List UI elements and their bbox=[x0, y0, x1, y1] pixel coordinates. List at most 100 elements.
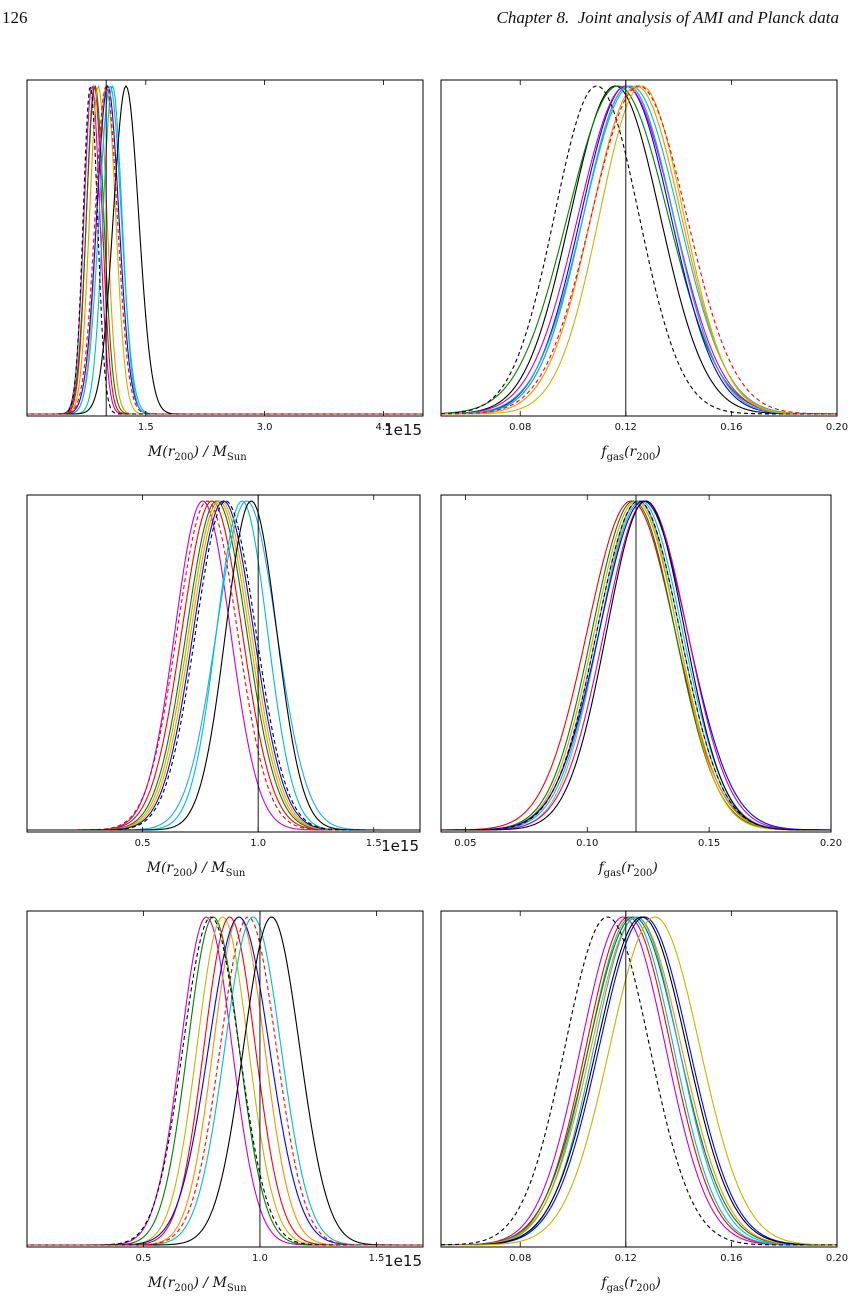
dashed-posterior-line bbox=[27, 84, 423, 415]
axis-label-part: M(r bbox=[147, 444, 176, 460]
axis-label-part: M(r bbox=[147, 1275, 176, 1291]
axis-label-part: (r bbox=[621, 860, 634, 876]
posterior-line bbox=[441, 85, 837, 415]
x-tick-label: 0.08 bbox=[509, 1253, 531, 1264]
axis-label-part: ) bbox=[651, 860, 657, 876]
axis-label-part: gas bbox=[607, 452, 625, 463]
x-tick-label: 1.5 bbox=[368, 1253, 384, 1264]
x-tick-label: 0.12 bbox=[615, 422, 637, 433]
x-axis-label: fgas(r200) bbox=[597, 860, 657, 879]
posterior-line bbox=[441, 85, 837, 415]
posterior-line bbox=[441, 85, 837, 415]
x-tick-label: 0.20 bbox=[820, 838, 842, 849]
posterior-line bbox=[27, 500, 420, 831]
axes-frame bbox=[440, 910, 838, 1248]
axis-label-part: 200 bbox=[174, 1283, 193, 1294]
x-tick-label: 4.5 bbox=[375, 422, 391, 433]
axes-frame bbox=[26, 494, 421, 833]
posterior-line bbox=[441, 85, 837, 415]
axis-label-part: ) bbox=[654, 444, 660, 460]
axis-label-part: 200 bbox=[633, 868, 652, 879]
posterior-line bbox=[441, 85, 837, 415]
posterior-line bbox=[441, 85, 837, 415]
axes-frame bbox=[440, 79, 838, 417]
posterior-line bbox=[27, 500, 420, 831]
posterior-line bbox=[441, 916, 837, 1246]
x-axis-label: fgas(r200) bbox=[600, 1275, 660, 1294]
x-tick-label: 0.05 bbox=[454, 838, 476, 849]
x-offset-label: 1e15 bbox=[384, 1252, 422, 1270]
chart-panel-row1-right: 0.08 0.12 0.16 0.20 fgas(r200) bbox=[440, 79, 848, 463]
axis-label-part: (r bbox=[624, 1275, 637, 1291]
chart-panel-row2-left: 0.5 1.0 1.5 1e15 M(r200) / MSun bbox=[26, 494, 421, 879]
dashed-posterior-line bbox=[441, 916, 837, 1246]
x-offset-label: 1e15 bbox=[384, 421, 422, 439]
x-tick-label: 0.20 bbox=[826, 1253, 848, 1264]
x-tick-label: 3.0 bbox=[257, 422, 273, 433]
series-group bbox=[441, 85, 837, 415]
x-tick-label: 0.15 bbox=[698, 838, 720, 849]
posterior-line bbox=[27, 500, 420, 831]
axes-frame bbox=[26, 910, 424, 1248]
posterior-line bbox=[441, 916, 837, 1246]
x-tick-label: 0.20 bbox=[826, 422, 848, 433]
posterior-line bbox=[27, 916, 423, 1246]
x-tick-label: 0.16 bbox=[720, 1253, 742, 1264]
axis-label-part: Sun bbox=[226, 868, 246, 879]
running-head: Chapter 8. Joint analysis of AMI and Pla… bbox=[497, 8, 840, 28]
posterior-line bbox=[441, 916, 837, 1246]
dashed-posterior-line bbox=[27, 916, 423, 1246]
axis-label-part: gas bbox=[604, 868, 622, 879]
axis-label-part: (r bbox=[624, 444, 637, 460]
x-tick-label: 0.08 bbox=[509, 422, 531, 433]
x-axis-label: M(r200) / MSun bbox=[147, 1275, 247, 1294]
posterior-line bbox=[441, 916, 837, 1246]
dashed-posterior-line bbox=[27, 916, 423, 1246]
posterior-line bbox=[441, 85, 837, 415]
posterior-line bbox=[27, 500, 420, 831]
posterior-line bbox=[27, 500, 420, 831]
posterior-line bbox=[441, 85, 837, 415]
x-tick-label: 1.5 bbox=[138, 422, 154, 433]
posterior-line bbox=[27, 916, 423, 1246]
x-tick-label: 0.12 bbox=[615, 1253, 637, 1264]
x-tick-label: 1.0 bbox=[252, 1253, 268, 1264]
x-tick-label: 0.10 bbox=[576, 838, 598, 849]
chapter-label: Chapter 8. bbox=[496, 8, 570, 27]
posterior-line bbox=[27, 500, 420, 831]
posterior-line bbox=[441, 916, 837, 1246]
chart-panel-row2-right: 0.05 0.10 0.15 0.20 fgas(r200) bbox=[440, 494, 842, 879]
posterior-line bbox=[441, 916, 837, 1246]
axis-label-part: f bbox=[600, 444, 609, 460]
x-axis-label: M(r200) / MSun bbox=[147, 444, 247, 463]
axis-label-part: ) bbox=[654, 1275, 660, 1291]
chart-panel-row3-right: 0.08 0.12 0.16 0.20 fgas(r200) bbox=[440, 910, 848, 1294]
series-group bbox=[27, 84, 423, 415]
x-tick-label: 0.5 bbox=[136, 1253, 152, 1264]
series-group bbox=[441, 916, 837, 1246]
posterior-line bbox=[27, 916, 423, 1246]
axis-label-part: M(r bbox=[146, 860, 175, 876]
axis-label-part: 200 bbox=[636, 452, 655, 463]
axis-label-part: ) / M bbox=[192, 444, 227, 460]
axis-label-part: 200 bbox=[173, 868, 192, 879]
x-tick-label: 1.0 bbox=[250, 838, 266, 849]
axis-label-part: ) / M bbox=[192, 1275, 227, 1291]
posterior-line bbox=[27, 84, 423, 415]
dashed-posterior-line bbox=[27, 500, 420, 831]
dashed-posterior-line bbox=[441, 85, 837, 415]
x-offset-label: 1e15 bbox=[381, 837, 419, 855]
x-tick-label: 0.16 bbox=[720, 422, 742, 433]
x-tick-label: 0.5 bbox=[135, 838, 151, 849]
axis-label-part: 200 bbox=[174, 452, 193, 463]
x-tick-label: 1.5 bbox=[366, 838, 382, 849]
posterior-line bbox=[27, 500, 420, 831]
chapter-title: Joint analysis of AMI and Planck data bbox=[577, 8, 839, 27]
posterior-line bbox=[27, 916, 423, 1246]
posterior-line bbox=[441, 916, 837, 1246]
posterior-line bbox=[27, 916, 423, 1246]
series-group bbox=[27, 500, 420, 831]
series-group bbox=[27, 916, 423, 1246]
